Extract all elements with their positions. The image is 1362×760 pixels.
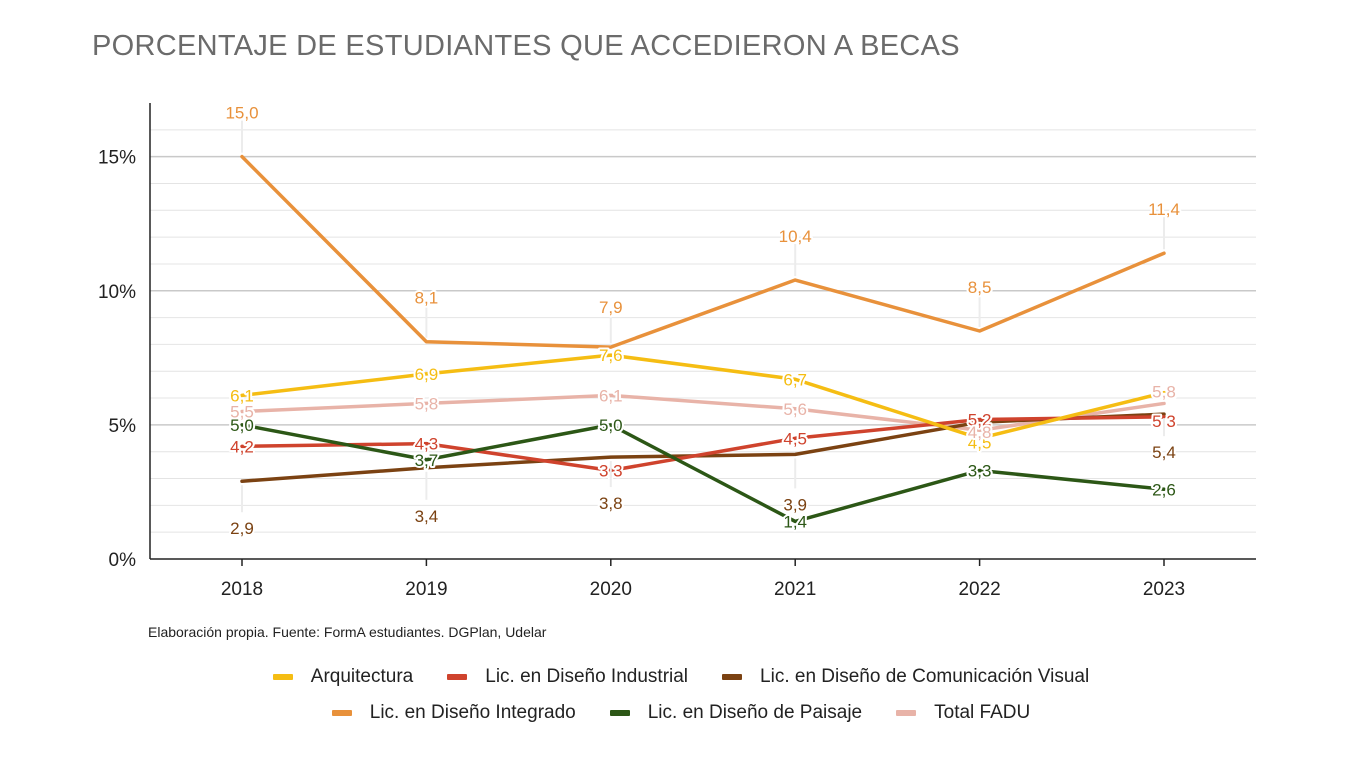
axes: 0% 5% 10% 15% 2018 2019 2020 2021 2022 2023 xyxy=(98,103,1256,600)
data-label: 5,6 xyxy=(783,400,807,419)
data-label: 7,9 xyxy=(599,298,623,317)
y-tick-label: 15% xyxy=(98,148,136,169)
series-line xyxy=(240,393,1166,432)
legend-label: Lic. en Diseño de Paisaje xyxy=(647,702,863,723)
legend-label: Lic. en Diseño Industrial xyxy=(485,666,689,687)
series-line xyxy=(240,415,1166,473)
data-label: 5,8 xyxy=(1152,382,1176,401)
data-label: 5,0 xyxy=(230,416,254,435)
legend-swatch xyxy=(609,710,630,716)
legend-row: Lic. en Diseño Integrado Lic. en Diseño d… xyxy=(0,702,1362,724)
series-line xyxy=(240,353,1166,441)
data-label: 5,0 xyxy=(599,416,623,435)
series-line xyxy=(240,154,1166,349)
legend-label: Total FADU xyxy=(934,702,1031,723)
y-tick-label: 10% xyxy=(98,282,136,303)
data-label: 8,5 xyxy=(968,278,992,297)
legend-swatch xyxy=(447,674,468,680)
data-label: 4,3 xyxy=(415,435,439,454)
data-label: 4,2 xyxy=(230,437,254,456)
data-label: 4,8 xyxy=(968,423,992,442)
data-label: 6,1 xyxy=(599,386,623,405)
legend-item: Arquitectura xyxy=(272,666,414,688)
data-label: 3,4 xyxy=(415,507,439,526)
data-label: 15,0 xyxy=(225,104,258,123)
x-tick-label: 2019 xyxy=(405,579,447,600)
line-chart: 0% 5% 10% 15% 2018 2019 2020 2021 2022 2023 6,1 6,… xyxy=(98,102,1256,600)
data-label: 4,5 xyxy=(783,429,807,448)
data-label: 2,9 xyxy=(230,519,254,538)
data-label: 3,3 xyxy=(968,461,992,480)
data-label: 6,9 xyxy=(415,365,439,384)
series-lines xyxy=(240,154,1166,524)
data-label: 4,5 xyxy=(968,433,992,452)
legend-item: Lic. en Diseño de Paisaje xyxy=(609,702,863,724)
legend-row: Arquitectura Lic. en Diseño Industrial Lic… xyxy=(0,666,1362,688)
legend-item: Lic. en Diseño de Comunicación Visual xyxy=(722,666,1089,688)
legend-swatch xyxy=(331,710,352,716)
legend-item: Lic. en Diseño Industrial xyxy=(447,666,688,688)
data-label: 3,8 xyxy=(599,494,623,513)
legend-item: Total FADU xyxy=(896,702,1030,724)
legend-label: Lic. en Diseño de Comunicación Visual xyxy=(760,666,1090,687)
data-label: 8,1 xyxy=(415,289,439,308)
data-label: 1,4 xyxy=(783,512,807,531)
y-tick-label: 0% xyxy=(109,550,137,571)
data-label: 3,9 xyxy=(783,495,807,514)
data-label: 5,8 xyxy=(415,394,439,413)
legend-label: Arquitectura xyxy=(310,666,414,687)
data-label: 6,7 xyxy=(783,370,807,389)
legend-swatch xyxy=(896,710,917,716)
legend-swatch xyxy=(722,674,743,680)
legend-label: Lic. en Diseño Integrado xyxy=(369,702,576,723)
legend-item: Lic. en Diseño Integrado xyxy=(331,702,576,724)
x-tick-label: 2023 xyxy=(1143,579,1185,600)
data-label: 5,2 xyxy=(968,411,992,430)
series-line xyxy=(240,423,1166,524)
chart-title: PORCENTAJE DE ESTUDIANTES QUE ACCEDIERON… xyxy=(92,30,960,62)
data-label: 5,4 xyxy=(1152,443,1176,462)
data-label: 6,1 xyxy=(230,386,254,405)
data-label: 2,6 xyxy=(1152,480,1176,499)
x-tick-label: 2021 xyxy=(774,579,816,600)
y-tick-label: 5% xyxy=(109,416,137,437)
x-tick-label: 2020 xyxy=(590,579,632,600)
source-note: Elaboración propia. Fuente: FormA estudi… xyxy=(148,624,547,640)
data-label: 6,2 xyxy=(1152,382,1176,401)
legend-swatch xyxy=(272,674,293,680)
data-label: 5,5 xyxy=(230,402,254,421)
x-tick-label: 2022 xyxy=(958,579,1000,600)
data-label: 7,6 xyxy=(599,346,623,365)
data-label: 11,4 xyxy=(1148,200,1180,219)
data-labels: 6,16,97,66,74,56,24,2 4,33,34,55,2 5,32,93… xyxy=(223,102,1181,541)
x-tick-label: 2018 xyxy=(221,579,263,600)
data-label: 10,4 xyxy=(779,227,812,246)
data-label: 3,7 xyxy=(415,451,439,470)
